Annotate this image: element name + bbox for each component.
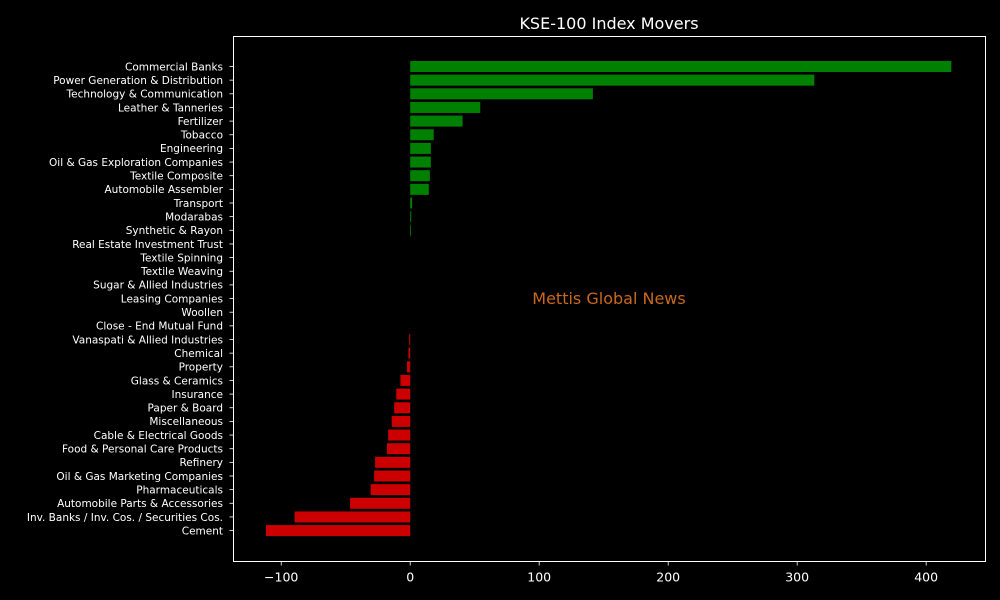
- category-label: Inv. Banks / Inv. Cos. / Securities Cos.: [27, 512, 223, 524]
- bar: [410, 142, 431, 154]
- bar: [410, 129, 434, 141]
- bar: [409, 334, 411, 345]
- category-label: Power Generation & Distribution: [53, 75, 223, 87]
- bar: [410, 88, 593, 100]
- category-label: Real Estate Investment Trust: [72, 239, 223, 251]
- category-label: Fertilizer: [178, 116, 224, 128]
- bar: [410, 197, 413, 209]
- category-label: Engineering: [160, 143, 223, 155]
- category-label: Insurance: [171, 389, 223, 401]
- category-label: Vanaspati & Allied Industries: [72, 334, 223, 346]
- category-label: Synthetic & Rayon: [126, 225, 223, 237]
- bar: [294, 511, 411, 523]
- bar: [410, 61, 952, 72]
- bars: [266, 61, 952, 537]
- bar: [394, 402, 411, 414]
- category-label: Textile Spinning: [139, 252, 223, 264]
- category-label: Sugar & Allied Industries: [93, 280, 223, 292]
- category-label: Modarabas: [165, 211, 223, 223]
- bar: [406, 361, 411, 373]
- category-label: Textile Weaving: [140, 266, 223, 278]
- bar: [408, 347, 411, 359]
- x-tick-label: 100: [527, 570, 551, 585]
- category-label: Food & Personal Care Products: [62, 444, 223, 456]
- bar: [386, 443, 411, 455]
- bar: [370, 484, 411, 496]
- category-label: Commercial Banks: [125, 61, 223, 73]
- bar: [396, 388, 411, 400]
- chart-title: KSE-100 Index Movers: [519, 14, 698, 33]
- bar: [410, 156, 431, 168]
- bar: [410, 183, 429, 195]
- category-label: Cement: [182, 525, 223, 537]
- category-label: Property: [179, 362, 223, 374]
- x-tick-label: 0: [406, 570, 414, 585]
- category-label: Technology & Communication: [66, 89, 223, 101]
- bar: [410, 74, 815, 86]
- bar: [410, 115, 463, 127]
- bar: [410, 224, 411, 236]
- category-label: Miscellaneous: [149, 416, 223, 428]
- bar: [266, 525, 411, 537]
- category-label: Pharmaceuticals: [136, 484, 223, 496]
- category-label: Textile Composite: [129, 171, 223, 183]
- category-label: Leasing Companies: [121, 293, 223, 305]
- x-axis: −100 0 100 200 300 400: [229, 66, 938, 585]
- category-label: Glass & Ceramics: [131, 375, 223, 387]
- bar: [391, 415, 411, 427]
- bar: [375, 456, 411, 468]
- category-label: Oil & Gas Exploration Companies: [49, 157, 223, 169]
- plot-area: [233, 36, 986, 562]
- category-label: Chemical: [174, 348, 223, 360]
- bar: [388, 429, 411, 441]
- category-labels: Commercial Banks Power Generation & Distr…: [27, 61, 224, 537]
- x-tick-label: 300: [785, 570, 809, 585]
- category-label: Automobile Assembler: [105, 184, 224, 196]
- bar: [410, 101, 481, 113]
- category-label: Transport: [173, 198, 223, 210]
- x-tick-label: −100: [264, 570, 298, 585]
- bar: [400, 374, 411, 386]
- category-label: Tobacco: [180, 130, 223, 142]
- category-label: Woollen: [181, 307, 223, 319]
- category-label: Paper & Board: [148, 403, 223, 415]
- category-label: Leather & Tanneries: [118, 102, 223, 114]
- category-label: Refinery: [179, 457, 223, 469]
- watermark: Mettis Global News: [532, 289, 685, 308]
- x-tick-label: 400: [914, 570, 938, 585]
- bar: [350, 497, 411, 509]
- category-label: Cable & Electrical Goods: [94, 430, 223, 442]
- bar: [374, 470, 411, 482]
- bar: [410, 170, 430, 182]
- x-tick-label: 200: [656, 570, 680, 585]
- category-label: Oil & Gas Marketing Companies: [56, 471, 223, 483]
- bar: [410, 211, 412, 223]
- category-label: Close - End Mutual Fund: [96, 321, 223, 333]
- category-label: Automobile Parts & Accessories: [57, 498, 223, 510]
